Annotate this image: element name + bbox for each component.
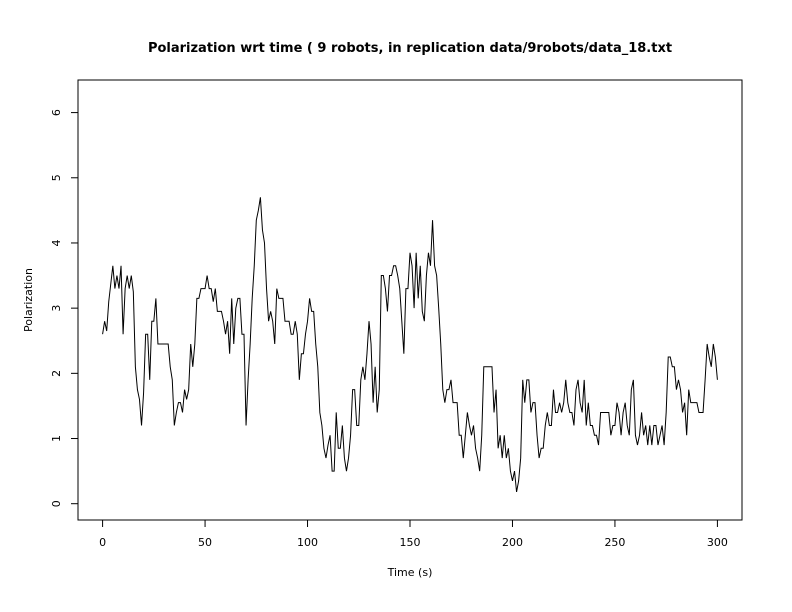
x-axis-label: Time (s) [387,566,433,579]
y-tick-label: 2 [50,370,63,377]
y-tick-label: 5 [50,174,63,181]
data-line [102,197,718,493]
y-tick-label: 4 [50,239,63,246]
y-tick-label: 0 [50,500,63,507]
x-tick-label: 150 [400,536,421,549]
x-tick-label: 200 [502,536,523,549]
x-tick-label: 300 [707,536,728,549]
y-tick-label: 1 [50,435,63,442]
x-tick-label: 250 [604,536,625,549]
y-tick-label: 6 [50,109,63,116]
y-axis-label: Polarization [22,268,35,332]
chart-title: Polarization wrt time ( 9 robots, in rep… [148,41,672,56]
x-tick-label: 50 [198,536,212,549]
x-tick-label: 100 [297,536,318,549]
y-tick-label: 3 [50,305,63,312]
x-tick-label: 0 [99,536,106,549]
